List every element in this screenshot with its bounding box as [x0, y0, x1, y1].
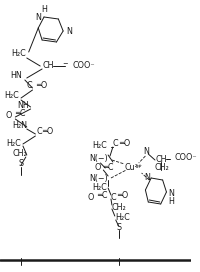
Text: ²⁺: ²⁺ [136, 166, 142, 172]
Text: C: C [111, 193, 117, 202]
Text: ═C: ═C [15, 110, 26, 119]
Text: N(−): N(−) [89, 153, 108, 162]
Text: ═C: ═C [103, 162, 114, 172]
Text: S: S [116, 224, 121, 233]
Text: COO⁻: COO⁻ [73, 60, 95, 70]
Text: ═O: ═O [42, 126, 53, 135]
Text: N: N [35, 14, 41, 23]
Text: N: N [66, 26, 72, 36]
Text: Cu²⁺: Cu²⁺ [125, 163, 143, 172]
Text: N: N [144, 172, 150, 181]
Text: H₂C: H₂C [6, 138, 21, 147]
Text: N(−): N(−) [89, 174, 108, 183]
Text: CH₂: CH₂ [155, 163, 170, 172]
Text: H: H [41, 5, 47, 14]
Text: O: O [94, 163, 100, 172]
Text: S: S [18, 159, 24, 168]
Text: ═O: ═O [36, 81, 48, 89]
Text: H₂N: H₂N [12, 122, 27, 131]
Text: N: N [143, 147, 149, 156]
Text: COO⁻: COO⁻ [174, 153, 197, 162]
Text: CH: CH [42, 61, 54, 70]
Text: O: O [87, 193, 94, 202]
Text: HN: HN [10, 72, 22, 81]
Text: H₂C: H₂C [92, 141, 107, 150]
Text: CH₂: CH₂ [12, 149, 27, 157]
Text: N: N [168, 188, 174, 197]
Text: ═C: ═C [97, 191, 107, 200]
Text: ═O: ═O [117, 191, 128, 200]
Text: C: C [27, 82, 33, 91]
Text: H₂C: H₂C [115, 214, 130, 222]
Text: C: C [36, 128, 42, 137]
Text: H₂C: H₂C [4, 91, 19, 100]
Text: ═O: ═O [119, 138, 130, 147]
Text: CH₂: CH₂ [112, 202, 127, 212]
Text: H₂C: H₂C [92, 184, 107, 193]
Text: −: − [62, 61, 68, 67]
Text: H: H [168, 196, 174, 206]
Text: NH: NH [17, 100, 29, 110]
Text: CH: CH [156, 154, 167, 163]
Text: C: C [113, 140, 119, 149]
Text: O: O [5, 110, 11, 119]
Text: H₂C: H₂C [11, 48, 26, 57]
